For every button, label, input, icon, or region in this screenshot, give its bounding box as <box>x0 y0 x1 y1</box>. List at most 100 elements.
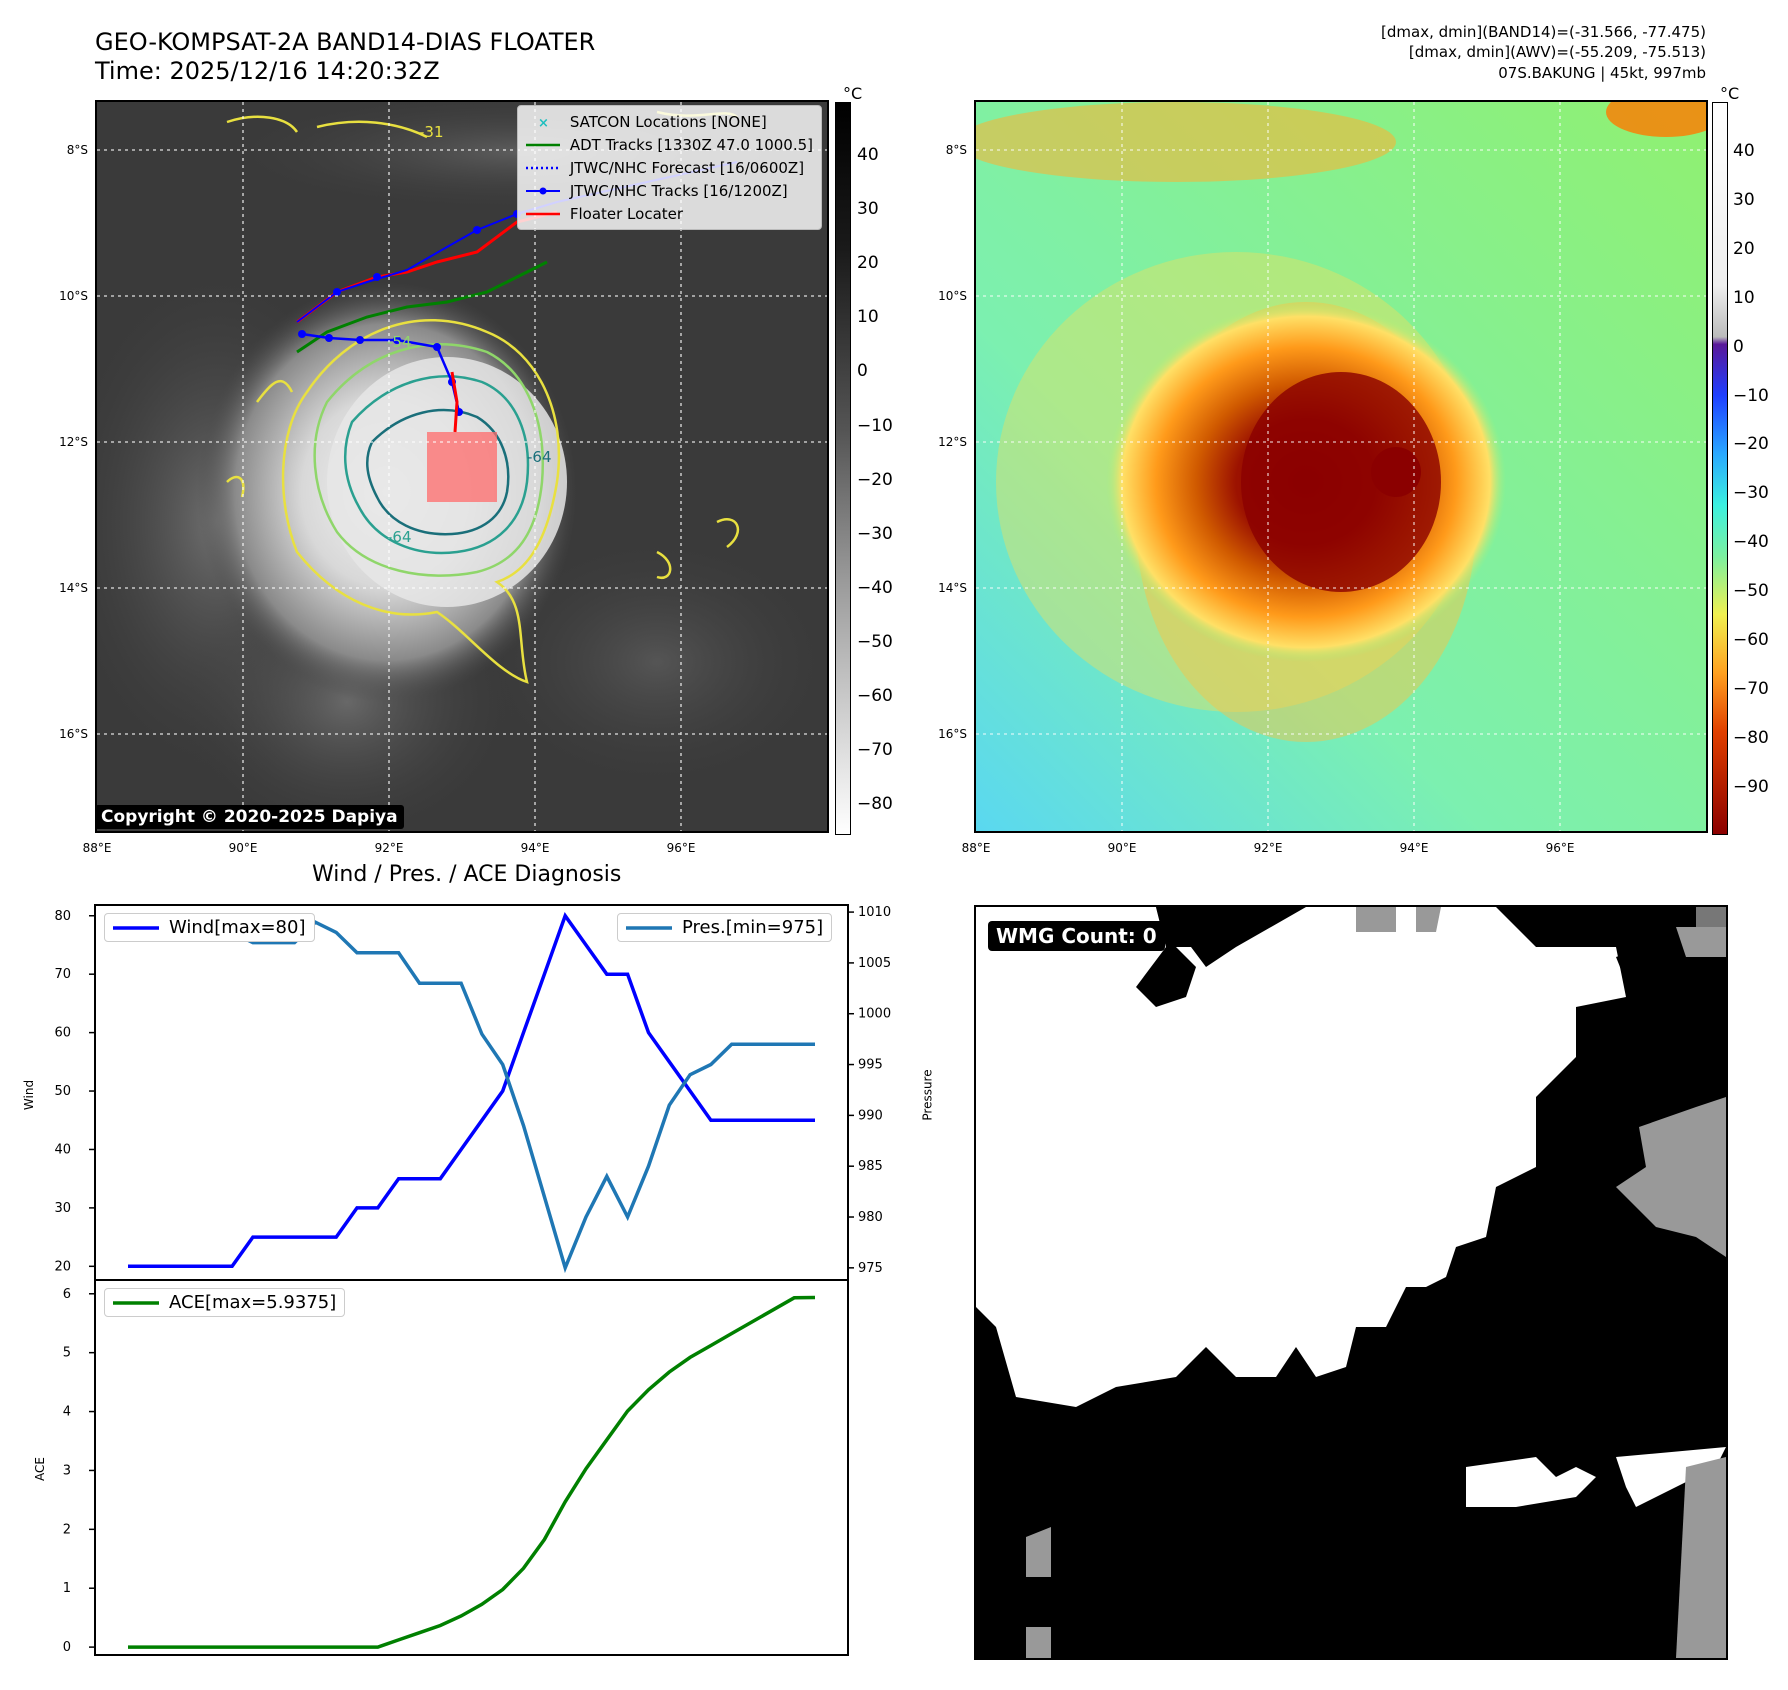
ir-map-panel: -31 -54 -64 -64 × SATCON Locations [NONE… <box>95 100 829 833</box>
ir-cb-tick-5: −10 <box>857 415 893 436</box>
ace-axis-label: ACE <box>32 1457 47 1481</box>
wind-axis-label-2: 40 <box>54 1142 71 1157</box>
awv-lat-label-3: 14°S <box>938 581 967 595</box>
wind-axis-label-3: 50 <box>54 1084 71 1099</box>
awv-cb-tick-11: −70 <box>1733 678 1769 699</box>
ace-axis-label-2: 2 <box>63 1522 71 1537</box>
pressure-axis-label-7: 1010 <box>858 905 891 920</box>
awv-cb-tick-10: −60 <box>1733 630 1769 650</box>
legend-floater: Floater Locater <box>525 202 813 225</box>
wind-legend: Wind[max=80] <box>104 913 315 942</box>
wind-legend-label: Wind[max=80] <box>169 917 306 938</box>
contour-label-54: -54 <box>387 333 412 351</box>
ir-cb-tick-12: −80 <box>857 794 893 815</box>
ir-cb-tick-10: −60 <box>857 686 893 706</box>
pressure-axis-label-6: 1005 <box>858 956 891 971</box>
awv-cb-tick-3: 10 <box>1733 287 1755 308</box>
ir-cb-tick-0: 40 <box>857 145 879 165</box>
ir-colorbar-unit: °C <box>843 84 863 103</box>
awv-colorbar-unit: °C <box>1720 84 1740 103</box>
awv-cb-tick-6: −20 <box>1733 434 1769 455</box>
pressure-legend: Pres.[min=975] <box>617 913 833 942</box>
pressure-axis-label-2: 985 <box>858 1159 883 1174</box>
wind-series-line <box>128 912 815 1269</box>
ace-axes <box>94 1279 849 1656</box>
legend-jtwc-forecast: JTWC/NHC Forecast [16/0600Z] <box>525 156 813 179</box>
ace-axis-label-0: 0 <box>63 1640 71 1655</box>
ir-cb-tick-11: −70 <box>857 740 893 761</box>
ir-lon-label-4: 96°E <box>666 841 696 855</box>
diagnosis-title: Wind / Pres. / ACE Diagnosis <box>312 862 622 887</box>
ir-cb-tick-1: 30 <box>857 199 879 220</box>
ir-lat-label-4: 16°S <box>59 727 88 741</box>
pressure-axis-label-3: 990 <box>858 1108 883 1123</box>
figure-title: GEO-KOMPSAT-2A BAND14-DIAS FLOATER <box>95 28 596 56</box>
legend-adt: ADT Tracks [1330Z 47.0 1000.5] <box>525 133 813 156</box>
ir-colorbar <box>835 102 851 835</box>
awv-cb-tick-0: 40 <box>1733 141 1755 161</box>
legend-satcon-label: SATCON Locations [NONE] <box>569 112 767 131</box>
awv-lon-label-4: 96°E <box>1545 841 1575 855</box>
contour-label-64a: -64 <box>387 528 412 546</box>
wmg-count-badge: WMG Count: 0 <box>988 921 1165 951</box>
legend-adt-label: ADT Tracks [1330Z 47.0 1000.5] <box>569 135 813 154</box>
awv-lat-label-2: 12°S <box>938 435 967 449</box>
awv-colorbar <box>1712 102 1728 835</box>
awv-lon-label-1: 90°E <box>1107 841 1137 855</box>
ir-legend: × SATCON Locations [NONE] ADT Tracks [13… <box>516 105 822 230</box>
ace-axis-label-5: 5 <box>63 1346 71 1361</box>
awv-imagery <box>976 102 1706 831</box>
ir-cb-tick-3: 10 <box>857 307 879 328</box>
awv-cb-tick-5: −10 <box>1733 385 1769 406</box>
awv-cb-tick-8: −40 <box>1733 532 1769 553</box>
ace-series-line <box>128 1295 816 1649</box>
awv-lat-label-4: 16°S <box>938 727 967 741</box>
ir-cb-tick-2: 20 <box>857 253 879 274</box>
awv-cb-tick-1: 30 <box>1733 189 1755 210</box>
awv-lon-label-3: 94°E <box>1399 841 1429 855</box>
pressure-axis-label-1: 980 <box>858 1210 883 1225</box>
ir-cb-tick-4: 0 <box>857 361 868 382</box>
awv-cb-tick-7: −30 <box>1733 483 1769 504</box>
wind-pres-axes <box>94 904 849 1281</box>
wind-axis-label-6: 80 <box>54 909 71 924</box>
svg-text:×: × <box>538 116 549 128</box>
ir-lat-label-2: 12°S <box>59 435 88 449</box>
pressure-legend-label: Pres.[min=975] <box>682 917 824 938</box>
wind-axis-label-0: 20 <box>54 1259 71 1274</box>
wmg-mask <box>976 907 1726 1658</box>
ir-lon-label-3: 94°E <box>520 841 550 855</box>
ir-lat-label-1: 10°S <box>59 289 88 303</box>
awv-cb-tick-4: 0 <box>1733 336 1744 357</box>
legend-jtwc-forecast-label: JTWC/NHC Forecast [16/0600Z] <box>569 158 805 177</box>
awv-gridlines <box>976 102 1706 831</box>
awv-lat-label-0: 8°S <box>945 143 967 157</box>
ir-cb-tick-6: −20 <box>857 469 893 490</box>
legend-satcon: × SATCON Locations [NONE] <box>526 110 813 133</box>
ir-lon-label-1: 90°E <box>228 841 258 855</box>
figure-time: Time: 2025/12/16 14:20:32Z <box>95 57 440 85</box>
info-storm: 07S.BAKUNG | 45kt, 997mb <box>1498 64 1706 82</box>
pressure-axis-label-0: 975 <box>858 1261 883 1276</box>
awv-cb-tick-12: −80 <box>1733 727 1769 748</box>
wind-axis-label-4: 60 <box>54 1026 71 1041</box>
legend-floater-label: Floater Locater <box>569 204 684 223</box>
ir-lat-label-0: 8°S <box>66 143 88 157</box>
wind-axis-label-1: 30 <box>54 1201 71 1216</box>
pressure-axis-label: Pressure <box>920 1069 935 1121</box>
copyright-label: Copyright © 2020-2025 Dapiya <box>97 805 404 829</box>
ace-axis-label-4: 4 <box>63 1405 71 1420</box>
contour-label-31: -31 <box>419 123 444 141</box>
legend-jtwc-tracks: JTWC/NHC Tracks [16/1200Z] <box>525 179 813 202</box>
wind-axis-label-5: 70 <box>54 967 71 982</box>
ir-cb-tick-7: −30 <box>857 523 893 544</box>
awv-lat-label-1: 10°S <box>938 289 967 303</box>
info-awv: [dmax, dmin](AWV)=(-55.209, -75.513) <box>1408 43 1706 61</box>
awv-lon-label-0: 88°E <box>961 841 991 855</box>
wind-axis-label: Wind <box>22 1079 37 1111</box>
ir-lat-label-3: 14°S <box>59 581 88 595</box>
ir-lon-label-0: 88°E <box>82 841 112 855</box>
awv-cb-tick-2: 20 <box>1733 238 1755 259</box>
awv-cb-tick-13: −90 <box>1733 776 1769 797</box>
